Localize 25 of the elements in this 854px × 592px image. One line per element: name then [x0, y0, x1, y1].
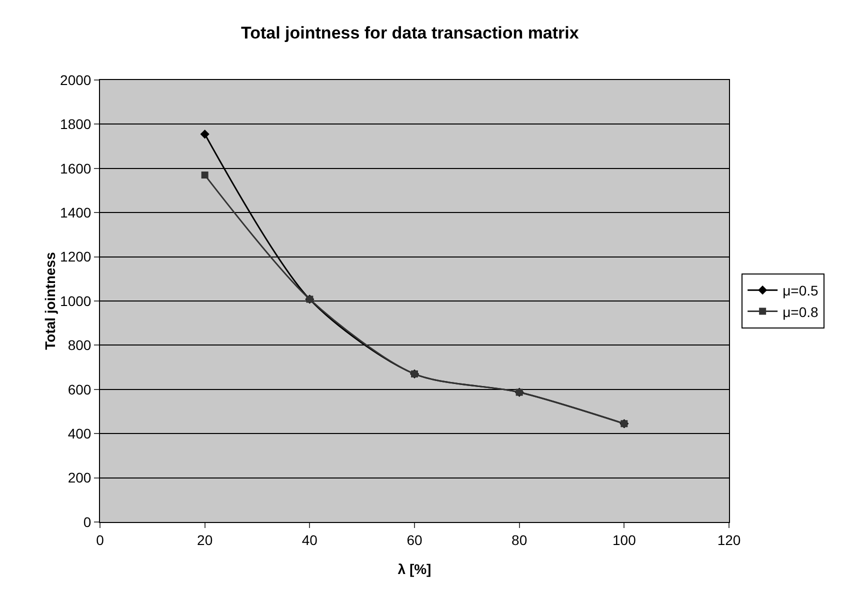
y-tick-label: 1200 [60, 248, 92, 265]
y-tick-label: 800 [68, 337, 92, 354]
legend-label: μ=0.8 [782, 304, 818, 320]
chart-title: Total jointness for data transaction matrix [240, 24, 580, 43]
point [200, 130, 210, 139]
legend-label: μ=0.5 [782, 282, 818, 299]
point [201, 172, 208, 179]
y-tick-label: 600 [68, 381, 92, 398]
y-tick-label: 2000 [60, 72, 92, 88]
y-axis-title: Total jointness [42, 252, 58, 350]
y-tick-label: 400 [68, 426, 92, 442]
x-tick-label: 80 [512, 532, 528, 548]
y-tick-label: 0 [83, 514, 92, 530]
x-tick-label: 60 [406, 532, 422, 548]
x-tick-label: 20 [197, 532, 213, 548]
x-tick-label: 0 [96, 532, 104, 548]
x-axis-title: λ [%] [398, 561, 432, 577]
x-tick-label: 120 [717, 532, 741, 548]
y-tick-label: 1600 [60, 160, 92, 176]
y-tick-label: 1000 [60, 292, 92, 309]
y-tick-label: 1800 [60, 116, 92, 132]
y-tick-label: 1400 [60, 204, 92, 220]
x-tick-label: 40 [302, 532, 318, 548]
y-tick-label: 200 [68, 470, 92, 486]
x-tick-label: 100 [612, 532, 636, 548]
